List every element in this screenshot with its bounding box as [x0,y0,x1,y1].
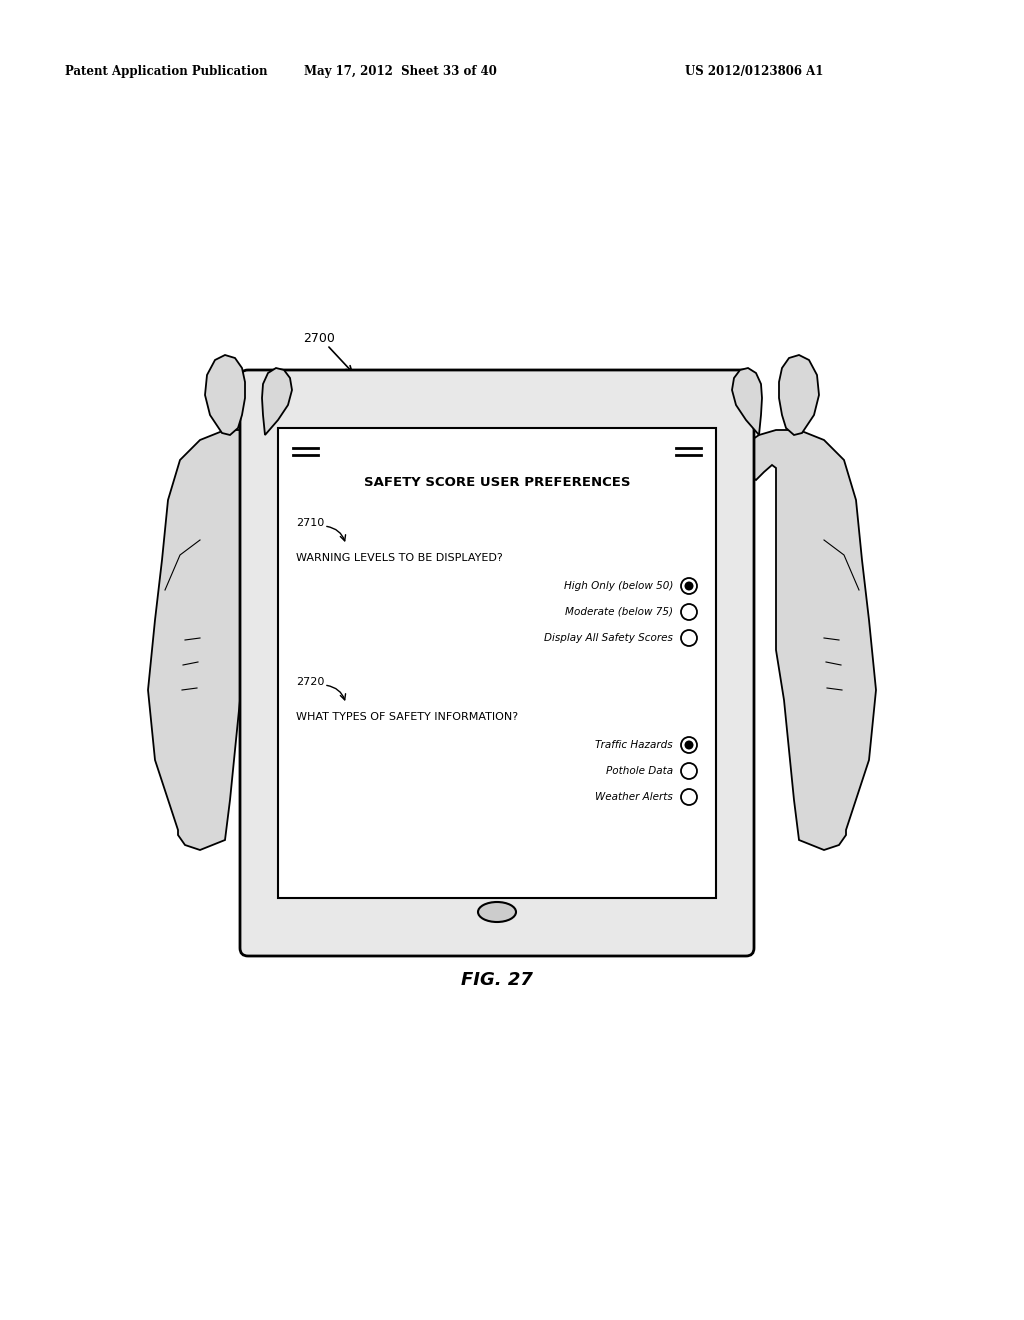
Text: May 17, 2012  Sheet 33 of 40: May 17, 2012 Sheet 33 of 40 [303,66,497,78]
Polygon shape [262,368,292,436]
Circle shape [684,582,693,590]
Polygon shape [205,355,245,436]
Circle shape [681,578,697,594]
Text: Patent Application Publication: Patent Application Publication [65,66,267,78]
Text: Display All Safety Scores: Display All Safety Scores [544,634,673,643]
Polygon shape [779,355,819,436]
Text: WARNING LEVELS TO BE DISPLAYED?: WARNING LEVELS TO BE DISPLAYED? [296,553,503,564]
Text: Weather Alerts: Weather Alerts [595,792,673,803]
Polygon shape [148,430,282,850]
Text: 2700: 2700 [303,331,335,345]
Circle shape [684,741,693,750]
FancyBboxPatch shape [240,370,754,956]
Text: WHAT TYPES OF SAFETY INFORMATION?: WHAT TYPES OF SAFETY INFORMATION? [296,711,518,722]
Text: 2710: 2710 [296,517,325,528]
Circle shape [681,737,697,752]
Polygon shape [732,368,762,436]
Text: Traffic Hazards: Traffic Hazards [595,741,673,750]
Circle shape [681,789,697,805]
Text: 2720: 2720 [296,677,325,686]
Text: FIG. 27: FIG. 27 [461,972,532,989]
Text: Moderate (below 75): Moderate (below 75) [565,607,673,616]
Circle shape [681,605,697,620]
FancyBboxPatch shape [278,428,716,898]
Text: Pothole Data: Pothole Data [606,766,673,776]
Ellipse shape [478,902,516,921]
Circle shape [681,630,697,645]
Polygon shape [742,430,876,850]
Text: SAFETY SCORE USER PREFERENCES: SAFETY SCORE USER PREFERENCES [364,477,630,490]
Text: US 2012/0123806 A1: US 2012/0123806 A1 [685,66,823,78]
Circle shape [681,763,697,779]
Text: High Only (below 50): High Only (below 50) [563,581,673,591]
